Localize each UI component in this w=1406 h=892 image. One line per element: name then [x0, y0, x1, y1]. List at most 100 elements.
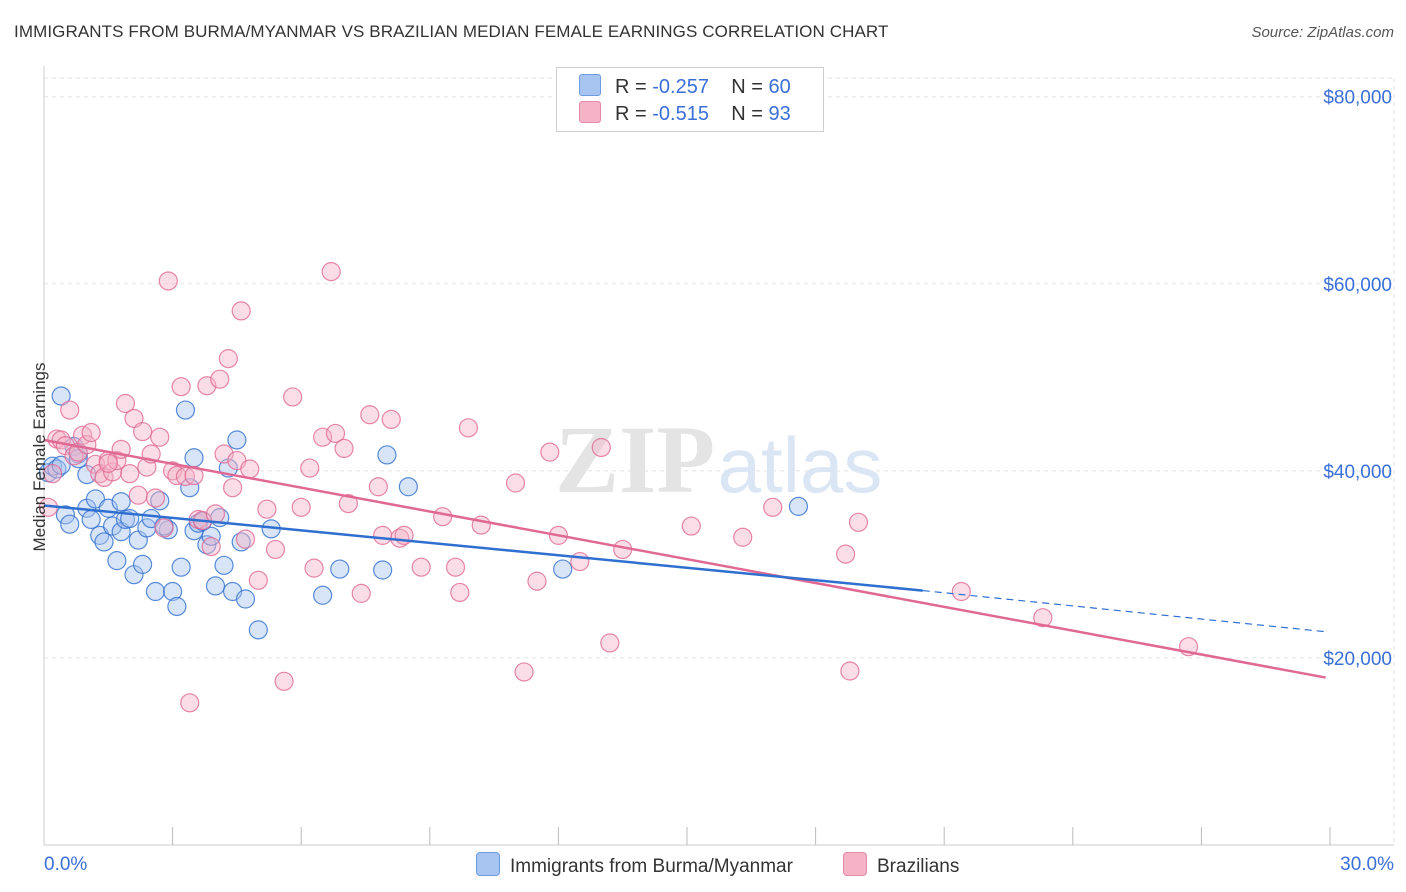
burma-point — [398, 477, 418, 497]
burma-point — [201, 526, 221, 546]
brazilians-point — [304, 558, 324, 578]
stats-legend: R = -0.257 N = 60 R = -0.515 N = 93 — [556, 67, 824, 132]
brazilians-point — [840, 661, 860, 681]
burma-point — [107, 551, 127, 571]
legend-n-brazilians: 93 — [768, 103, 791, 125]
brazilians-point — [115, 393, 136, 414]
brazilians-point — [527, 571, 547, 591]
burma-point — [330, 559, 350, 579]
brazilians-point — [132, 421, 153, 442]
legend-r-label: R = — [615, 76, 647, 98]
brazilians-point — [540, 442, 560, 462]
burma-point — [60, 514, 80, 534]
y-tick-labels: $20,000 $40,000 $60,000 $80,000 — [1323, 88, 1392, 670]
brazilians-trend-line — [43, 438, 1326, 679]
brazilians-point — [321, 262, 341, 282]
brazilians-point — [848, 512, 869, 532]
burma-point — [51, 386, 71, 406]
brazilians-point — [154, 518, 174, 538]
brazilians-point — [201, 537, 221, 557]
brazilians-point — [1033, 608, 1053, 628]
burma-trend-line — [43, 504, 923, 592]
brazilians-point — [368, 477, 388, 497]
burma-point — [235, 589, 256, 609]
brazilians-point — [836, 544, 856, 564]
legend-swatch-brazilians — [579, 101, 601, 123]
brazilians-point — [223, 478, 243, 498]
bottom-legend-label-brazilians: Brazilians — [877, 856, 960, 877]
brazilians-point — [240, 459, 260, 479]
y-axis-label: Median Female Earnings — [30, 362, 49, 552]
burma-point — [184, 448, 204, 468]
burma-point — [111, 492, 131, 512]
brazilians-point — [338, 493, 358, 514]
brazilians-point — [351, 583, 371, 603]
brazilians-point — [274, 671, 294, 691]
brazilians-point — [763, 497, 783, 517]
brazilians-point — [458, 418, 478, 438]
burma-point — [163, 581, 183, 602]
burma-point — [132, 554, 153, 574]
brazilians-point — [218, 349, 238, 369]
y-tick-label: $60,000 — [1323, 275, 1392, 296]
burma-point — [227, 430, 247, 450]
brazilians-point — [313, 427, 333, 447]
burma-point — [205, 576, 226, 596]
x-tick-label-max: 30.0% — [1340, 854, 1394, 875]
burma-point — [85, 489, 106, 509]
brazilians-point — [381, 409, 401, 430]
y-tick-label: $20,000 — [1323, 649, 1392, 670]
brazilians-point — [570, 551, 590, 572]
brazilians-point — [171, 377, 191, 397]
brazilians-point — [158, 271, 178, 291]
brazilians-point — [600, 633, 620, 653]
burma-point — [171, 557, 191, 577]
brazilians-point — [300, 458, 320, 478]
burma-point — [94, 532, 114, 552]
brazilians-point — [150, 427, 170, 447]
legend-r-label: R = — [615, 103, 647, 125]
brazilians-point — [373, 525, 393, 545]
brazilians-point — [42, 464, 63, 484]
brazilians-point — [248, 570, 268, 590]
trend-lines — [43, 438, 1326, 679]
brazilians-point — [283, 387, 303, 407]
watermark-atlas: atlas — [718, 421, 883, 509]
burma-point — [81, 509, 101, 530]
brazilians-point — [334, 438, 354, 459]
legend-r-brazilians: -0.515 — [652, 103, 709, 125]
y-tick-label: $40,000 — [1323, 462, 1392, 483]
legend-r-burma: -0.257 — [652, 76, 709, 98]
watermark-zip: ZIP — [555, 406, 715, 513]
legend-n-burma: 60 — [768, 76, 791, 98]
chart-title: IMMIGRANTS FROM BURMA/MYANMAR VS BRAZILI… — [14, 22, 889, 41]
brazilians-point — [411, 557, 431, 577]
source-credit: Source: ZipAtlas.com — [1251, 24, 1394, 41]
burma-point — [167, 596, 187, 617]
bottom-legend-label-burma: Immigrants from Burma/Myanmar — [510, 856, 793, 877]
brazilians-point — [433, 507, 453, 527]
burma-point — [553, 559, 573, 579]
brazilians-point — [681, 516, 701, 536]
brazilians-point — [210, 369, 230, 389]
burma-point — [214, 555, 234, 575]
bottom-legend-brazilians[interactable]: Brazilians — [843, 852, 959, 878]
brazilians-point — [445, 557, 466, 577]
legend-row-burma: R = -0.257 N = 60 — [579, 74, 791, 100]
brazilians-point — [951, 581, 971, 602]
burma-point — [377, 445, 397, 465]
brazilians-point — [81, 422, 101, 443]
brazilians-point — [591, 437, 611, 458]
brazilians-point — [505, 473, 526, 493]
legend-n-label: N = — [731, 76, 763, 98]
burma-point — [788, 496, 809, 516]
brazilians-point — [205, 504, 226, 524]
brazilians-point — [257, 499, 277, 519]
bottom-legend-burma[interactable]: Immigrants from Burma/Myanmar — [476, 852, 793, 878]
brazilians-point — [231, 301, 251, 321]
legend-n-label: N = — [731, 103, 763, 125]
burma-trend-extension — [922, 589, 1326, 633]
brazilians-point — [98, 453, 118, 473]
burma-point — [145, 581, 166, 602]
